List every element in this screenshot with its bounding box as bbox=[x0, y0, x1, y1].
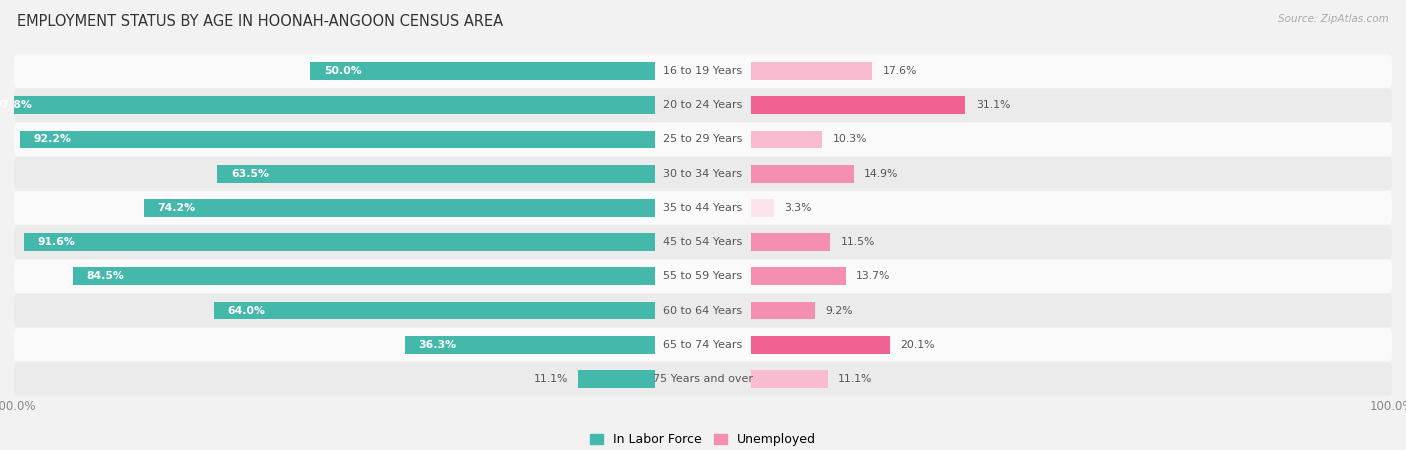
Text: EMPLOYMENT STATUS BY AGE IN HOONAH-ANGOON CENSUS AREA: EMPLOYMENT STATUS BY AGE IN HOONAH-ANGOO… bbox=[17, 14, 503, 28]
Text: 30 to 34 Years: 30 to 34 Years bbox=[664, 169, 742, 179]
Text: 74.2%: 74.2% bbox=[157, 203, 195, 213]
Text: 11.1%: 11.1% bbox=[838, 374, 872, 384]
Text: 92.2%: 92.2% bbox=[34, 135, 72, 144]
Text: 65 to 74 Years: 65 to 74 Years bbox=[664, 340, 742, 350]
Text: Source: ZipAtlas.com: Source: ZipAtlas.com bbox=[1278, 14, 1389, 23]
FancyBboxPatch shape bbox=[14, 89, 1392, 122]
Bar bbox=[20, 130, 655, 148]
Bar bbox=[751, 336, 890, 354]
Text: 20.1%: 20.1% bbox=[900, 340, 935, 350]
Text: 75 Years and over: 75 Years and over bbox=[652, 374, 754, 384]
Text: 31.1%: 31.1% bbox=[976, 100, 1010, 110]
FancyBboxPatch shape bbox=[14, 328, 1392, 361]
Bar bbox=[214, 302, 655, 319]
Text: 16 to 19 Years: 16 to 19 Years bbox=[664, 66, 742, 76]
Text: 11.5%: 11.5% bbox=[841, 237, 875, 247]
Bar bbox=[751, 165, 853, 183]
Text: 35 to 44 Years: 35 to 44 Years bbox=[664, 203, 742, 213]
Bar bbox=[218, 165, 655, 183]
FancyBboxPatch shape bbox=[14, 225, 1392, 259]
FancyBboxPatch shape bbox=[14, 362, 1392, 396]
FancyBboxPatch shape bbox=[14, 157, 1392, 190]
Text: 63.5%: 63.5% bbox=[231, 169, 269, 179]
Text: 50.0%: 50.0% bbox=[323, 66, 361, 76]
Bar bbox=[751, 370, 828, 388]
Text: 45 to 54 Years: 45 to 54 Years bbox=[664, 237, 742, 247]
Bar bbox=[0, 96, 655, 114]
Bar bbox=[578, 370, 655, 388]
Text: 25 to 29 Years: 25 to 29 Years bbox=[664, 135, 742, 144]
Text: 64.0%: 64.0% bbox=[228, 306, 266, 315]
Text: 9.2%: 9.2% bbox=[825, 306, 852, 315]
Bar bbox=[751, 267, 845, 285]
FancyBboxPatch shape bbox=[14, 191, 1392, 225]
Legend: In Labor Force, Unemployed: In Labor Force, Unemployed bbox=[585, 428, 821, 450]
Text: 91.6%: 91.6% bbox=[38, 237, 76, 247]
Text: 55 to 59 Years: 55 to 59 Years bbox=[664, 271, 742, 281]
Bar bbox=[751, 233, 831, 251]
Text: 36.3%: 36.3% bbox=[419, 340, 457, 350]
Bar bbox=[311, 62, 655, 80]
Text: 11.1%: 11.1% bbox=[534, 374, 568, 384]
Text: 14.9%: 14.9% bbox=[865, 169, 898, 179]
Text: 84.5%: 84.5% bbox=[86, 271, 124, 281]
Text: 60 to 64 Years: 60 to 64 Years bbox=[664, 306, 742, 315]
Text: 10.3%: 10.3% bbox=[832, 135, 868, 144]
Text: 97.8%: 97.8% bbox=[0, 100, 32, 110]
Bar bbox=[751, 130, 823, 148]
Bar bbox=[24, 233, 655, 251]
Text: 17.6%: 17.6% bbox=[883, 66, 917, 76]
Bar bbox=[73, 267, 655, 285]
Bar bbox=[751, 96, 966, 114]
Bar bbox=[751, 62, 873, 80]
Bar bbox=[751, 199, 773, 217]
FancyBboxPatch shape bbox=[14, 260, 1392, 293]
Bar bbox=[751, 302, 814, 319]
Bar bbox=[405, 336, 655, 354]
Text: 3.3%: 3.3% bbox=[785, 203, 811, 213]
Text: 13.7%: 13.7% bbox=[856, 271, 890, 281]
Bar bbox=[143, 199, 655, 217]
FancyBboxPatch shape bbox=[14, 294, 1392, 327]
Text: 20 to 24 Years: 20 to 24 Years bbox=[664, 100, 742, 110]
FancyBboxPatch shape bbox=[14, 123, 1392, 156]
FancyBboxPatch shape bbox=[14, 54, 1392, 88]
